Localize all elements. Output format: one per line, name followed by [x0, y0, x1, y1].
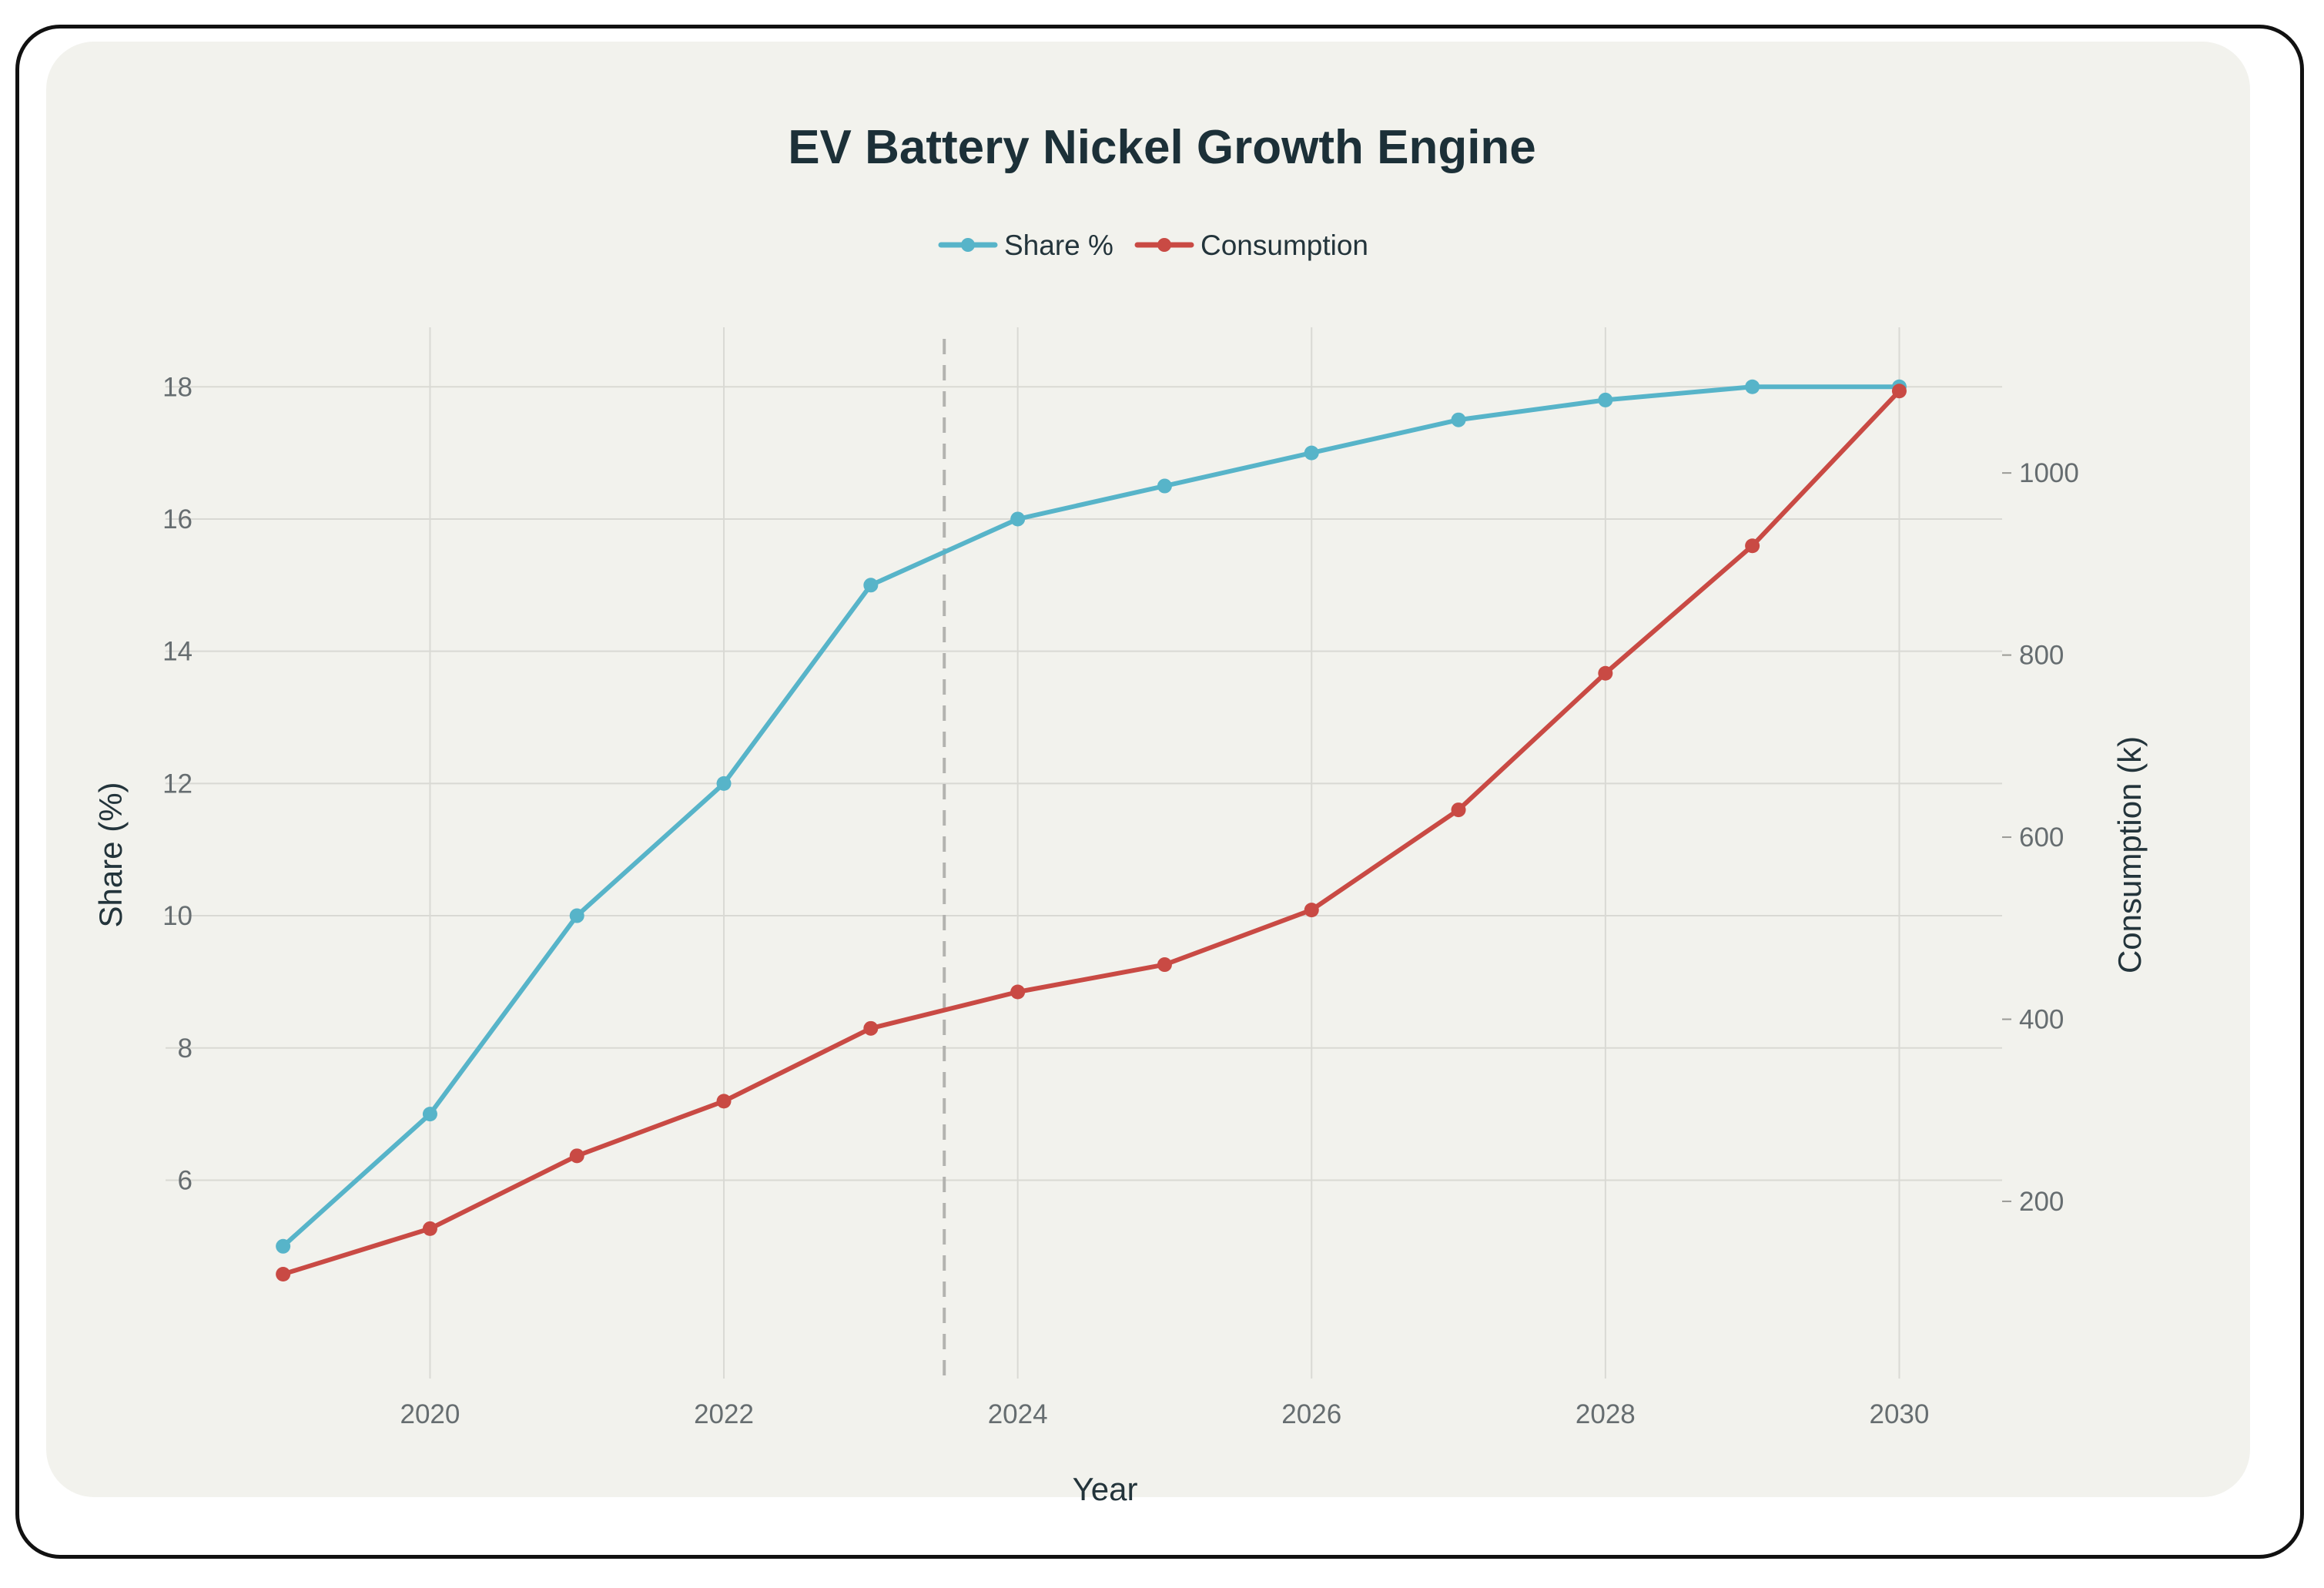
x-axis-ticks: 2020 2022 2024 2026 2028 2030 — [400, 1399, 1930, 1429]
data-point-share — [569, 908, 584, 923]
legend-item-consumption[interactable]: Consumption — [1134, 229, 1368, 261]
y-tick-label: 8 — [178, 1034, 193, 1064]
data-point-share — [1157, 478, 1172, 494]
y-tick-label: 16 — [162, 504, 193, 534]
legend-marker-share — [961, 238, 975, 252]
chart-title: EV Battery Nickel Growth Engine — [788, 121, 1536, 174]
x-tick-label: 2024 — [988, 1399, 1048, 1429]
legend-label-consumption: Consumption — [1201, 229, 1368, 261]
data-point-consumption — [276, 1267, 291, 1282]
data-point-share — [1745, 379, 1760, 394]
x-tick-label: 2030 — [1870, 1399, 1930, 1429]
y2-axis-ticks: 200 400 600 800 1000 — [2002, 458, 2079, 1217]
legend: Share % Consumption — [938, 229, 1368, 261]
data-point-share — [276, 1238, 291, 1254]
y2-tick-label: 400 — [2019, 1004, 2064, 1034]
data-point-share — [1451, 412, 1466, 427]
y-tick-label: 6 — [178, 1165, 193, 1195]
data-point-share — [1010, 511, 1026, 527]
data-point-consumption — [1010, 984, 1026, 1000]
y2-axis-label: Consumption (k) — [2111, 736, 2148, 973]
legend-marker-consumption — [1157, 238, 1171, 252]
y-tick-label: 14 — [162, 637, 193, 667]
data-point-share — [1598, 392, 1613, 407]
x-tick-label: 2028 — [1576, 1399, 1636, 1429]
x-axis-label: Year — [1073, 1471, 1138, 1507]
data-point-share — [716, 776, 732, 791]
chart-card — [46, 42, 2250, 1497]
series-line-consumption — [280, 388, 1902, 1277]
data-point-consumption — [1304, 903, 1319, 918]
y-axis-label: Share (%) — [92, 782, 129, 927]
y2-tick-label: 200 — [2019, 1187, 2064, 1217]
x-tick-label: 2020 — [400, 1399, 460, 1429]
y2-tick-label: 1000 — [2019, 458, 2079, 488]
x-tick-label: 2026 — [1281, 1399, 1341, 1429]
y-axis-ticks: 6 8 10 12 14 16 18 — [162, 372, 193, 1195]
gridlines — [166, 327, 2002, 1379]
y-tick-label: 12 — [162, 769, 193, 799]
data-point-consumption — [1451, 802, 1466, 818]
data-point-consumption — [716, 1094, 732, 1109]
data-point-consumption — [1745, 538, 1760, 554]
data-point-consumption — [569, 1148, 584, 1164]
data-point-consumption — [1891, 384, 1907, 399]
data-point-consumption — [863, 1020, 879, 1036]
data-point-share — [1304, 445, 1319, 461]
x-tick-label: 2022 — [694, 1399, 754, 1429]
data-point-share — [422, 1107, 437, 1122]
y2-tick-label: 800 — [2019, 641, 2064, 671]
data-point-consumption — [1598, 665, 1613, 681]
legend-item-share[interactable]: Share % — [938, 229, 1113, 261]
data-point-consumption — [422, 1221, 437, 1236]
legend-label-share: Share % — [1004, 229, 1113, 261]
y-tick-label: 18 — [162, 372, 193, 402]
series-line-share — [280, 384, 1902, 1249]
series-group — [276, 379, 1907, 1282]
data-point-share — [863, 578, 879, 593]
y-tick-label: 10 — [162, 901, 193, 931]
y2-tick-label: 600 — [2019, 822, 2064, 853]
data-point-consumption — [1157, 957, 1172, 973]
